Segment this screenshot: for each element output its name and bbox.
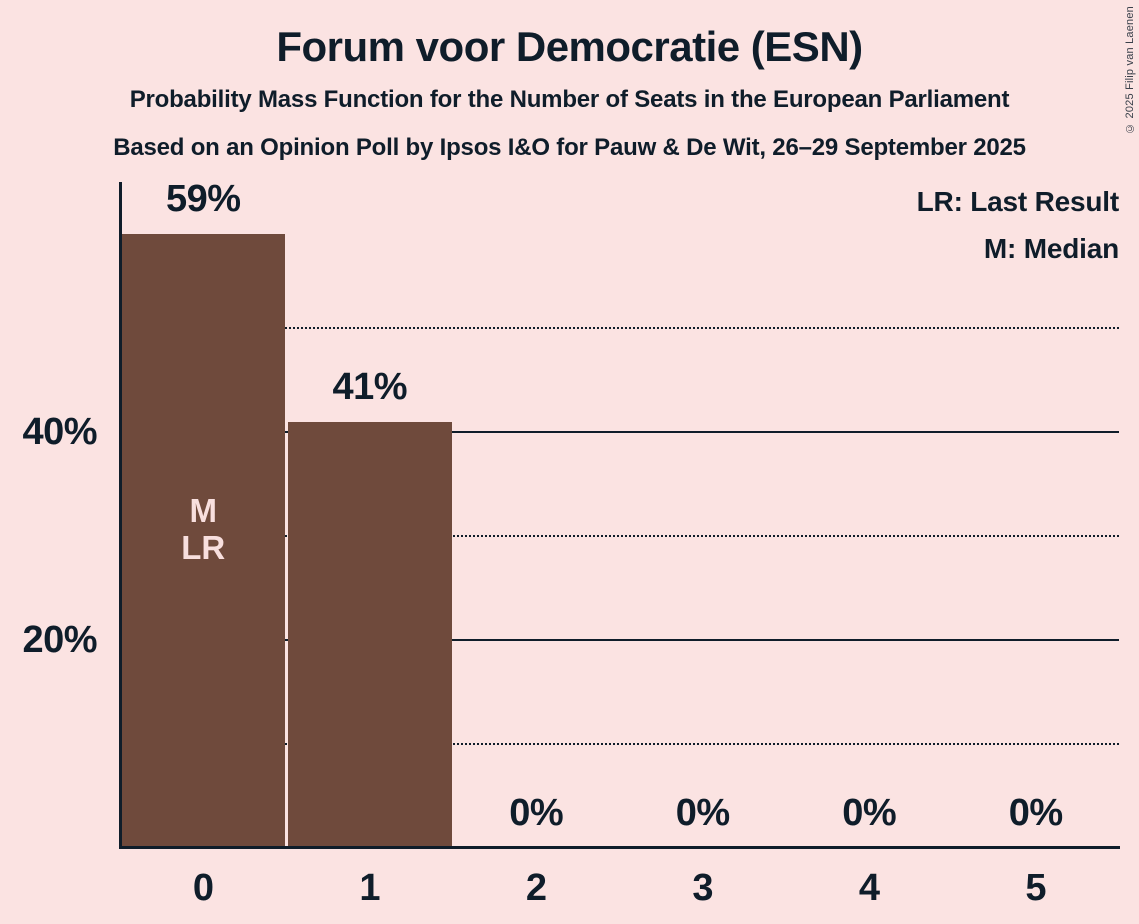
median-last-result-annotation: M LR bbox=[113, 492, 293, 566]
annotation-line: M bbox=[189, 492, 218, 529]
x-axis-line bbox=[119, 846, 1120, 849]
x-tick-label-1: 1 bbox=[359, 867, 381, 909]
bar-value-label: 0% bbox=[675, 792, 730, 834]
x-tick-label-3: 3 bbox=[692, 867, 714, 909]
gridline-50pct bbox=[120, 327, 1119, 329]
y-tick-label-20: 20% bbox=[22, 619, 97, 661]
chart-subtitle: Probability Mass Function for the Number… bbox=[129, 86, 1010, 113]
legend: LR: Last Result M: Median bbox=[916, 178, 1120, 272]
annotation-line: LR bbox=[181, 529, 226, 566]
bar-value-label: 0% bbox=[1008, 792, 1063, 834]
bar-value-label: 59% bbox=[165, 178, 241, 221]
bar-seats-1 bbox=[288, 421, 452, 847]
gridline-40pct bbox=[120, 431, 1119, 433]
bar-value-label: 0% bbox=[842, 792, 897, 834]
chart-source-line: Based on an Opinion Poll by Ipsos I&O fo… bbox=[113, 134, 1026, 161]
gridline-20pct bbox=[120, 639, 1119, 641]
legend-median: M: Median bbox=[983, 233, 1119, 264]
bar-value-label: 0% bbox=[509, 792, 564, 834]
bar-value-label: 41% bbox=[332, 365, 408, 408]
chart-title: Forum voor Democratie (ESN) bbox=[276, 23, 863, 70]
legend-last-result: LR: Last Result bbox=[916, 186, 1120, 217]
bar-seats-0 bbox=[121, 234, 285, 847]
gridline-10pct bbox=[120, 743, 1119, 745]
x-tick-label-0: 0 bbox=[192, 867, 214, 909]
gridline-30pct bbox=[120, 535, 1119, 537]
y-axis-line bbox=[119, 182, 122, 849]
y-tick-label-40: 40% bbox=[22, 411, 97, 453]
x-tick-label-4: 4 bbox=[858, 867, 880, 909]
x-tick-label-2: 2 bbox=[525, 867, 547, 909]
x-tick-label-5: 5 bbox=[1025, 867, 1047, 909]
